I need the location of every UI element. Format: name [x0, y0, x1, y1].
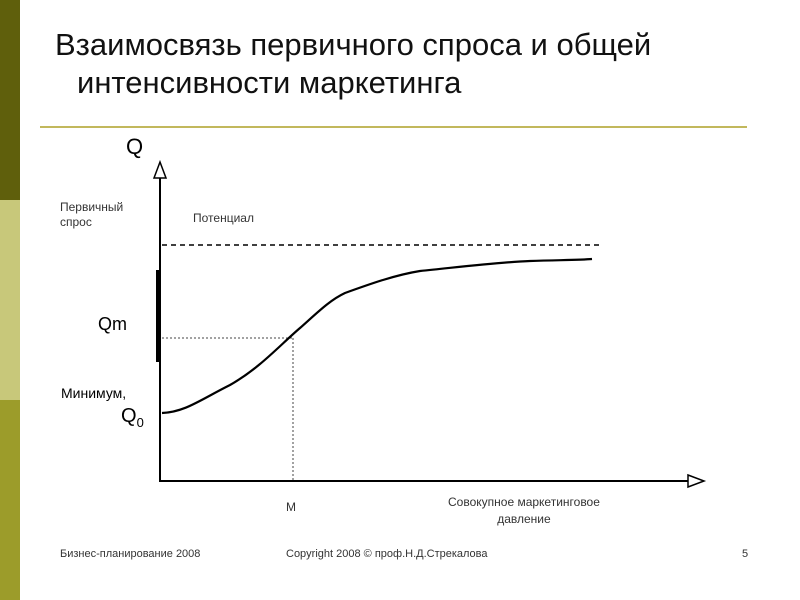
decor-bar-bottom — [0, 400, 20, 600]
q0-base: Q — [121, 405, 137, 427]
decor-bar-middle — [0, 200, 20, 400]
footer-page-number: 5 — [742, 548, 749, 560]
x-axis-arrow-icon — [687, 473, 707, 489]
minimum-label: Минимум, — [61, 385, 127, 401]
q0-subscript: 0 — [136, 415, 144, 430]
y-axis-symbol: Q — [126, 134, 144, 159]
y-axis-label: Первичный спрос — [60, 200, 124, 229]
footer-copyright: Copyright 2008 © проф.Н.Д.Стрекалова — [286, 548, 488, 560]
title-line-1: Взаимосвязь первичного спроса и общей — [55, 27, 652, 62]
footer-course: Бизнес-планирование 2008 — [60, 548, 201, 560]
slide-title: Взаимосвязь первичного спроса и общей ин… — [55, 26, 775, 102]
q0-label: Q0 — [121, 405, 144, 430]
x-axis-label-line-2: давление — [497, 512, 551, 526]
demand-curve — [161, 257, 593, 415]
qm-label: Qm — [98, 314, 127, 334]
title-line-2: интенсивности маркетинга — [77, 65, 462, 100]
potential-label: Потенциал — [193, 211, 254, 225]
decor-bar-top — [0, 0, 20, 200]
m-label: M — [286, 500, 296, 514]
x-axis-label-line-1: Совокупное маркетинговое — [448, 495, 600, 509]
title-divider — [40, 126, 747, 128]
y-axis-arrow-icon — [152, 159, 168, 179]
x-axis-label: Совокупное маркетинговое давление — [448, 494, 600, 528]
